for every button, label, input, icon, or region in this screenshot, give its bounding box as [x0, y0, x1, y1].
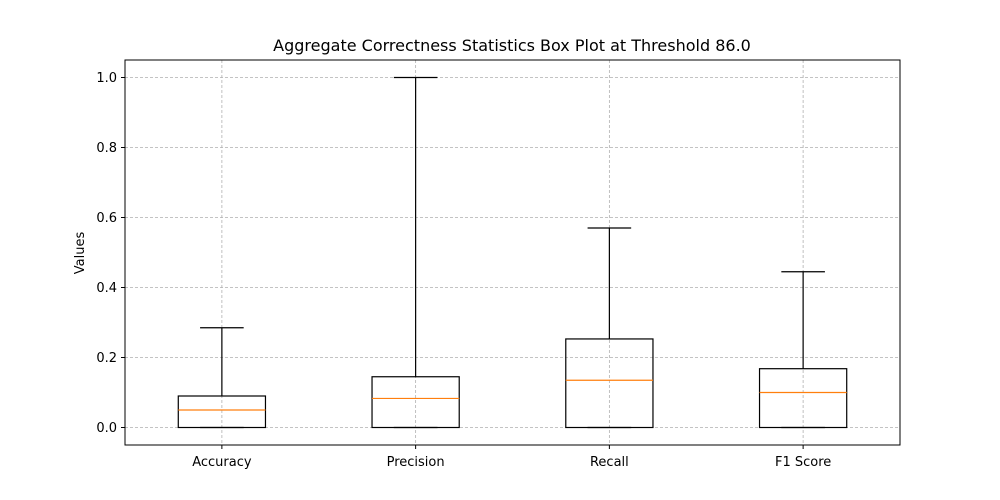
box-body: [565, 338, 654, 429]
x-tick-label: Accuracy: [192, 455, 252, 470]
y-tick-label: 0.2: [96, 351, 117, 366]
y-tick-label: 0.4: [96, 281, 117, 296]
box-precision: [371, 76, 460, 429]
box-recall: [565, 227, 654, 429]
plot-area-frame: [124, 59, 901, 446]
boxes: [177, 76, 848, 429]
box-accuracy: [177, 327, 267, 429]
x-tick-label: F1 Score: [775, 455, 831, 470]
axes: 0.0 0.2 0.4 0.6 0.8 1.0 Accuracy Precision Recal…: [96, 71, 831, 470]
y-tick-label: 1.0: [96, 71, 117, 86]
chart-title: Aggregate Correctness Statistics Box Plo…: [273, 36, 751, 55]
x-tick-label: Recall: [590, 455, 629, 470]
y-axis-label: Values: [73, 232, 88, 275]
y-tick-label: 0.8: [96, 141, 117, 156]
y-tick-label: 0.0: [96, 421, 117, 436]
box-f1-score: [758, 271, 848, 429]
grid-lines: [125, 60, 900, 445]
box-body: [177, 395, 267, 429]
y-tick-label: 0.6: [96, 211, 117, 226]
box-body: [371, 376, 460, 429]
x-tick-label: Precision: [387, 455, 445, 470]
box-body: [758, 368, 848, 429]
